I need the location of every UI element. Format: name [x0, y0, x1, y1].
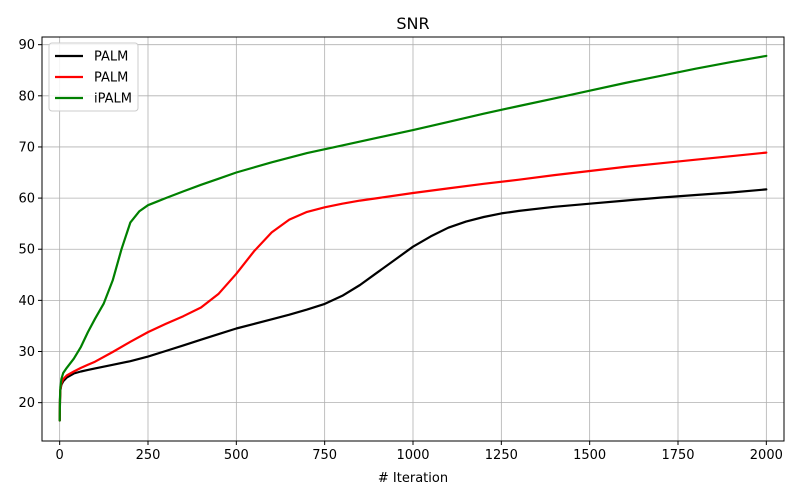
x-tick-label: 250: [136, 448, 161, 463]
legend-box: [48, 42, 139, 112]
x-tick-label: 1000: [396, 448, 429, 463]
series-lines: [58, 54, 768, 422]
y-tick-label: 20: [18, 396, 35, 411]
x-tick-label: 1750: [661, 448, 694, 463]
series-line-3: [58, 54, 768, 422]
y-axis: 20 30 40 50 60 70 80 90: [18, 38, 42, 411]
x-axis-label: # Iteration: [378, 471, 448, 486]
legend-label: PALM: [94, 71, 128, 86]
x-tick-label: 1250: [485, 448, 518, 463]
x-axis: 0 250 500 750 1000 1250 1500 1750 2000: [56, 441, 783, 463]
x-tick-label: 500: [224, 448, 249, 463]
x-tick-label: 750: [312, 448, 337, 463]
legend-label: iPALM: [94, 92, 132, 107]
grid-lines: [42, 37, 784, 441]
x-tick-label: 2000: [750, 448, 783, 463]
y-tick-label: 80: [18, 89, 35, 104]
series-line-2: [58, 151, 768, 422]
legend: PALM PALM iPALM: [48, 42, 139, 112]
y-tick-label: 70: [18, 140, 35, 155]
x-tick-label: 1500: [573, 448, 606, 463]
y-tick-label: 30: [18, 345, 35, 360]
series-line-1: [58, 188, 768, 422]
y-tick-label: 40: [18, 294, 35, 309]
y-tick-label: 60: [18, 192, 35, 207]
chart-title: SNR: [396, 14, 429, 33]
x-tick-label: 0: [56, 448, 64, 463]
legend-label: PALM: [94, 50, 128, 65]
y-tick-label: 90: [18, 38, 35, 53]
y-tick-label: 50: [18, 243, 35, 258]
